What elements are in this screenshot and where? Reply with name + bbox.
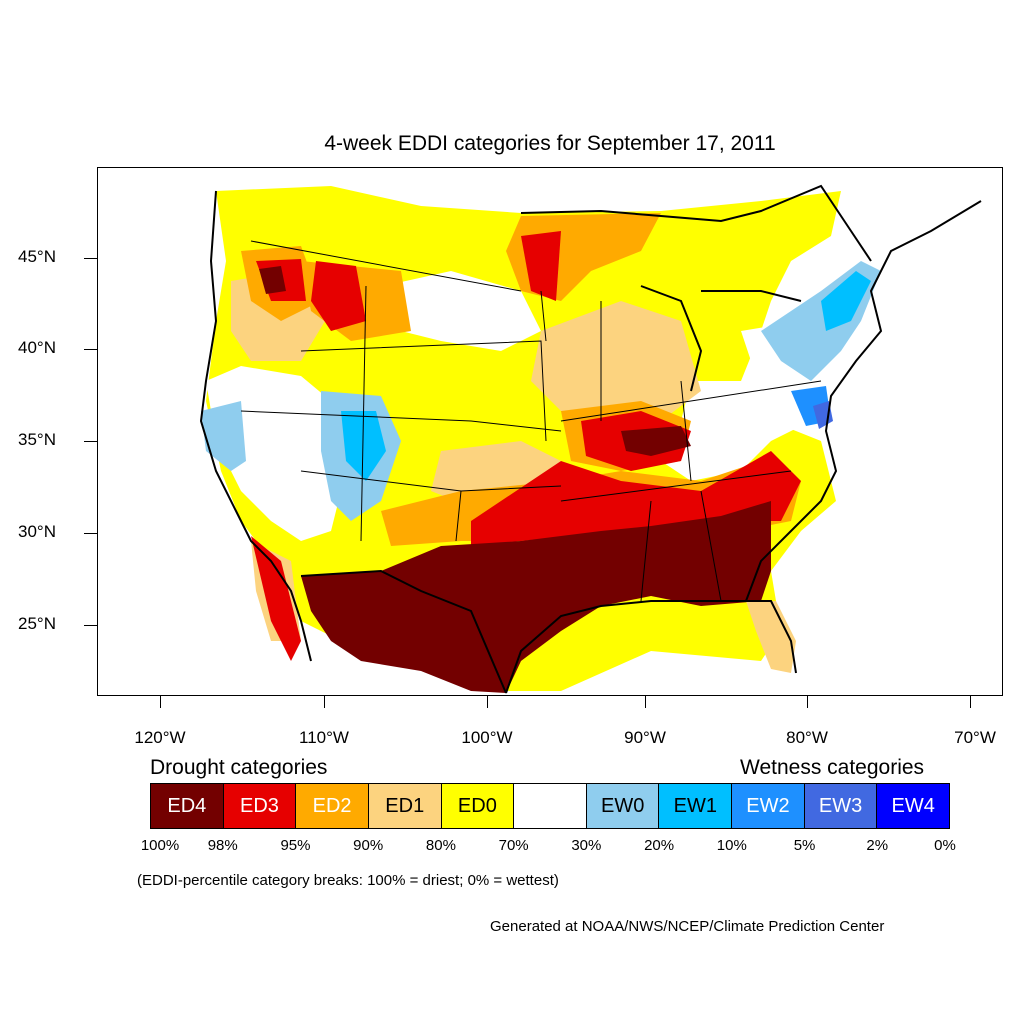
region-ew1-ne xyxy=(821,271,871,331)
lon-tick-110 xyxy=(324,696,325,708)
drought-heading: Drought categories xyxy=(150,756,328,779)
region-ed3-b xyxy=(311,261,366,331)
lon-tick-90 xyxy=(645,696,646,708)
region-florida xyxy=(746,601,796,673)
legend-cell-neutral xyxy=(514,784,587,828)
legend-cell-ew3: EW3 xyxy=(804,784,878,828)
percentile-label: 2% xyxy=(866,837,889,854)
wetness-regions xyxy=(201,261,881,521)
lat-label-25: 25°N xyxy=(18,614,56,633)
lat-label-45: 45°N xyxy=(18,247,56,266)
legend-cell-ed1: ED1 xyxy=(368,784,442,828)
region-ed3-d xyxy=(471,451,801,546)
percentile-label: 20% xyxy=(644,837,675,854)
legend-cell-ew4: EW4 xyxy=(877,784,950,828)
region-ed4 xyxy=(301,501,771,693)
percentile-label: 10% xyxy=(716,837,747,854)
region-ed3-e xyxy=(251,536,301,661)
lon-label-120: 120°W xyxy=(134,728,186,747)
region-ed3-f xyxy=(521,231,561,301)
percentile-label: 5% xyxy=(793,837,816,854)
lon-tick-100 xyxy=(487,696,488,708)
legend-cell-ed3: ED3 xyxy=(223,784,297,828)
lon-label-70: 70°W xyxy=(954,728,996,747)
lon-label-80: 80°W xyxy=(786,728,828,747)
legend-cell-ew1: EW1 xyxy=(659,784,733,828)
credit-line: Generated at NOAA/NWS/NCEP/Climate Predi… xyxy=(490,918,885,935)
region-ew1-sw xyxy=(341,411,386,481)
lon-tick-120 xyxy=(160,696,161,708)
percentile-label: 0% xyxy=(934,837,956,854)
percentile-label: 70% xyxy=(498,837,529,854)
map-title: 4-week EDDI categories for September 17,… xyxy=(324,132,776,155)
category-note: (EDDI-percentile category breaks: 100% =… xyxy=(137,872,559,889)
coastlines xyxy=(199,184,982,694)
map-frame xyxy=(97,167,1003,696)
legend-cell-ed0: ED0 xyxy=(441,784,515,828)
lat-tick-45 xyxy=(84,258,97,259)
eddi-map xyxy=(199,184,982,694)
lon-label-110: 110°W xyxy=(299,728,349,747)
legend-cell-ew2: EW2 xyxy=(732,784,805,828)
region-neutral-appalachia xyxy=(661,381,811,481)
wetness-heading: Wetness categories xyxy=(740,756,925,779)
lon-label-90: 90°W xyxy=(624,728,666,747)
lon-label-100: 100°W xyxy=(461,728,513,747)
region-ed1-b xyxy=(531,301,701,431)
percentile-label: 80% xyxy=(425,837,456,854)
legend-cell-ew0: EW0 xyxy=(586,784,660,828)
legend-cell-ed2: ED2 xyxy=(296,784,369,828)
lat-tick-30 xyxy=(84,533,97,534)
percentile-label: 95% xyxy=(280,837,311,854)
lat-tick-40 xyxy=(84,349,97,350)
region-ed4-b xyxy=(621,426,691,456)
lon-tick-70 xyxy=(970,696,971,708)
percentile-label: 98% xyxy=(207,837,238,854)
lat-label-40: 40°N xyxy=(18,338,56,357)
legend-cell-ed4: ED4 xyxy=(151,784,224,828)
region-ew0-ca xyxy=(201,401,246,471)
lat-label-30: 30°N xyxy=(18,522,56,541)
drought-regions xyxy=(206,186,841,693)
lat-label-35: 35°N xyxy=(18,430,56,449)
category-colorbar: ED4 ED3 ED2 ED1 ED0 EW0 EW1 EW2 EW3 EW4 xyxy=(150,783,950,829)
state-boundaries xyxy=(240,240,822,602)
percentile-label: 30% xyxy=(571,837,602,854)
percentile-label: 100% xyxy=(140,837,180,854)
lon-tick-80 xyxy=(807,696,808,708)
lat-tick-35 xyxy=(84,441,97,442)
lat-tick-25 xyxy=(84,625,97,626)
region-ed4-c xyxy=(259,266,286,294)
percentile-label: 90% xyxy=(353,837,384,854)
